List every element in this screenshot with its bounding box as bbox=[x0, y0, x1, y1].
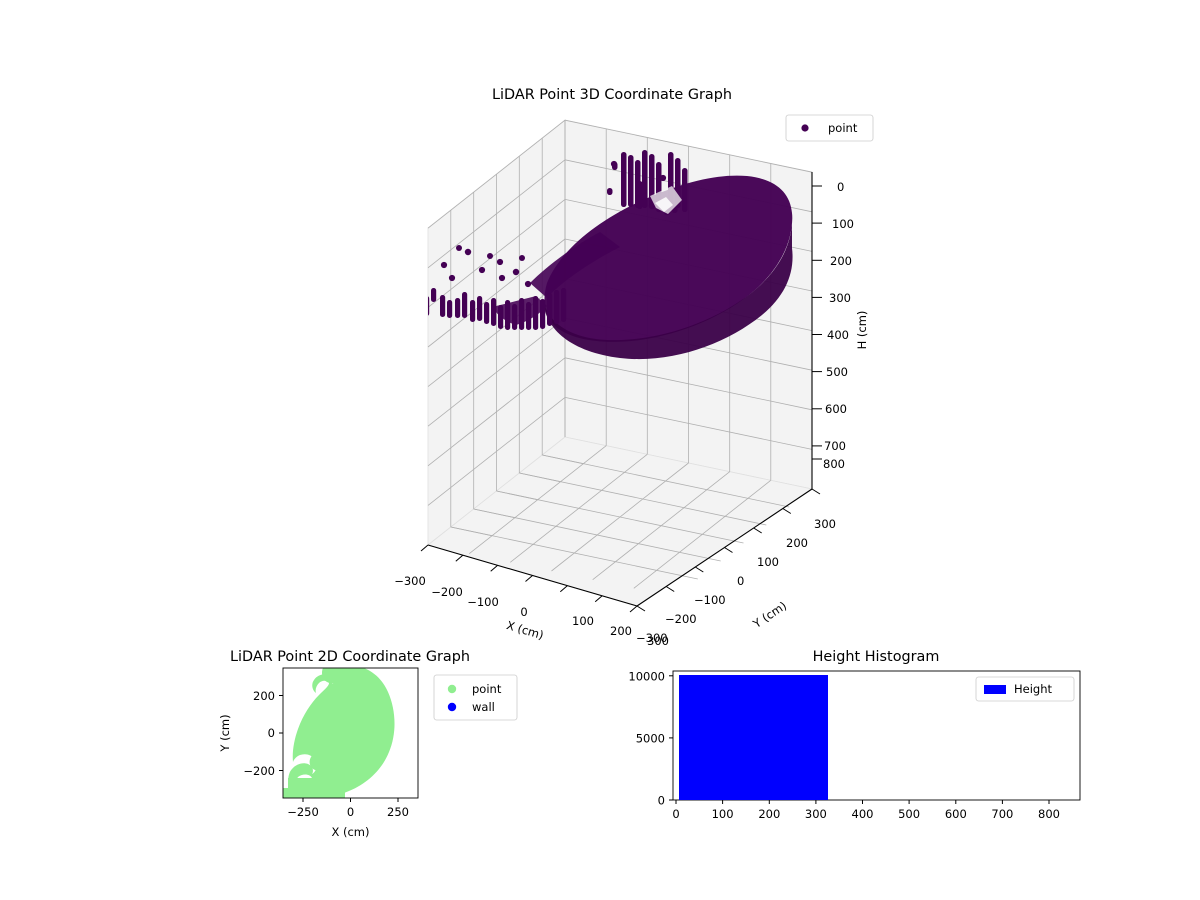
panel-2d-scatter: LiDAR Point 2D Coordinate Graph −250 0 2… bbox=[218, 649, 518, 839]
histogram-yticklabels: 0 5000 10000 bbox=[628, 669, 665, 807]
plot2d-point-blob bbox=[283, 668, 395, 798]
histogram-legend-label-height: Height bbox=[1014, 682, 1053, 696]
plot2d-ticks bbox=[279, 695, 399, 802]
tick-h-800: 800 bbox=[823, 457, 845, 471]
histogram-bar-bin-0 bbox=[679, 675, 828, 800]
plot3d-legend[interactable]: point bbox=[785, 114, 874, 142]
axis3d-z-label: H (cm) bbox=[855, 311, 869, 350]
tick-h-400: 400 bbox=[827, 328, 849, 342]
plot2d-title: LiDAR Point 2D Coordinate Graph bbox=[230, 649, 470, 665]
tick-x--100: −100 bbox=[467, 595, 499, 609]
tick-h-100: 100 bbox=[832, 217, 854, 231]
tick2d-y-200: 200 bbox=[253, 689, 275, 703]
plot2d-xlabel: X (cm) bbox=[331, 825, 369, 839]
axis3d-x-ticklabels: −300 −200 −100 0 100 200 300 bbox=[394, 574, 669, 648]
tickhist-x-800: 800 bbox=[1038, 807, 1060, 821]
tick-x--300: −300 bbox=[394, 574, 426, 588]
point-cloud-3d bbox=[428, 150, 793, 360]
plot2d-legend-label-point: point bbox=[472, 682, 502, 696]
tick-x-200: 200 bbox=[610, 624, 632, 638]
tickhist-x-400: 400 bbox=[852, 807, 874, 821]
tickhist-x-0: 0 bbox=[672, 807, 679, 821]
axis3d-x-ticks bbox=[420, 544, 638, 613]
tick2d-x-0: 0 bbox=[347, 805, 354, 819]
plot2d-legend[interactable]: point wall bbox=[433, 674, 518, 721]
plot2d-legend-label-wall: wall bbox=[472, 700, 495, 714]
tick-h-0: 0 bbox=[837, 180, 844, 194]
histogram-legend-box bbox=[975, 676, 1075, 702]
histogram-legend-patch-height bbox=[984, 685, 1006, 694]
histogram-yticks bbox=[669, 675, 673, 801]
tickhist-y-10000: 10000 bbox=[628, 669, 665, 683]
tick2d-x-250: 250 bbox=[387, 805, 409, 819]
plot2d-legend-marker-wall bbox=[447, 702, 457, 712]
tick-h-600: 600 bbox=[825, 402, 847, 416]
plot3d-title: LiDAR Point 3D Coordinate Graph bbox=[492, 87, 732, 103]
tickhist-y-5000: 5000 bbox=[636, 731, 665, 745]
panel-3d-scatter: LiDAR Point 3D Coordinate Graph bbox=[394, 87, 874, 648]
histogram-title: Height Histogram bbox=[813, 649, 940, 665]
plot3d-legend-label-point: point bbox=[828, 121, 858, 135]
tickhist-x-500: 500 bbox=[898, 807, 920, 821]
plot2d-ylabel: Y (cm) bbox=[218, 714, 232, 752]
axis3d-z-ticks bbox=[812, 185, 822, 460]
tickhist-x-200: 200 bbox=[758, 807, 780, 821]
histogram-xticks bbox=[675, 800, 1050, 804]
tick-h-700: 700 bbox=[824, 439, 846, 453]
axis3d-y-ticks bbox=[636, 488, 821, 612]
panel-height-histogram: Height Histogram 0 100 200 300 400 500 6… bbox=[628, 649, 1081, 821]
plot2d-legend-marker-point bbox=[447, 684, 457, 694]
tick-h-300: 300 bbox=[829, 291, 851, 305]
histogram-xticklabels: 0 100 200 300 400 500 600 700 800 bbox=[672, 807, 1060, 821]
tick-y--300: −300 bbox=[636, 631, 668, 645]
histogram-legend[interactable]: Height bbox=[975, 676, 1075, 702]
tickhist-x-100: 100 bbox=[712, 807, 734, 821]
axis3d-z-ticklabels: 0 100 200 300 400 500 600 700 800 bbox=[823, 180, 854, 471]
tick2d-y-0: 0 bbox=[268, 726, 275, 740]
tick-y-300: 300 bbox=[814, 517, 836, 531]
tick2d-x--250: −250 bbox=[287, 805, 319, 819]
tick-x-300: 300 bbox=[647, 634, 669, 648]
plot2d-yticklabels: 200 0 −200 bbox=[243, 689, 275, 778]
tick-y--200: −200 bbox=[665, 612, 697, 626]
tick-y-200: 200 bbox=[786, 536, 808, 550]
tick-h-500: 500 bbox=[826, 365, 848, 379]
tickhist-x-600: 600 bbox=[945, 807, 967, 821]
grid-floor bbox=[450, 445, 790, 589]
tick-x-0: 0 bbox=[520, 605, 527, 619]
plot3d-legend-box bbox=[785, 114, 874, 142]
tick-y--100: −100 bbox=[694, 593, 726, 607]
tickhist-x-300: 300 bbox=[805, 807, 827, 821]
tick2d-y--200: −200 bbox=[243, 764, 275, 778]
tick-x-100: 100 bbox=[572, 614, 594, 628]
axis3d-y-ticklabels: 300 200 100 0 −100 −200 −300 bbox=[636, 517, 836, 645]
tickhist-x-700: 700 bbox=[991, 807, 1013, 821]
tick-y-100: 100 bbox=[757, 555, 779, 569]
tick-h-200: 200 bbox=[830, 254, 852, 268]
tick-x--200: −200 bbox=[431, 585, 463, 599]
tick-y-0: 0 bbox=[737, 574, 744, 588]
plot3d-legend-marker-point bbox=[801, 124, 809, 132]
tickhist-y-0: 0 bbox=[658, 794, 665, 808]
plot2d-xticklabels: −250 0 250 bbox=[287, 805, 409, 819]
